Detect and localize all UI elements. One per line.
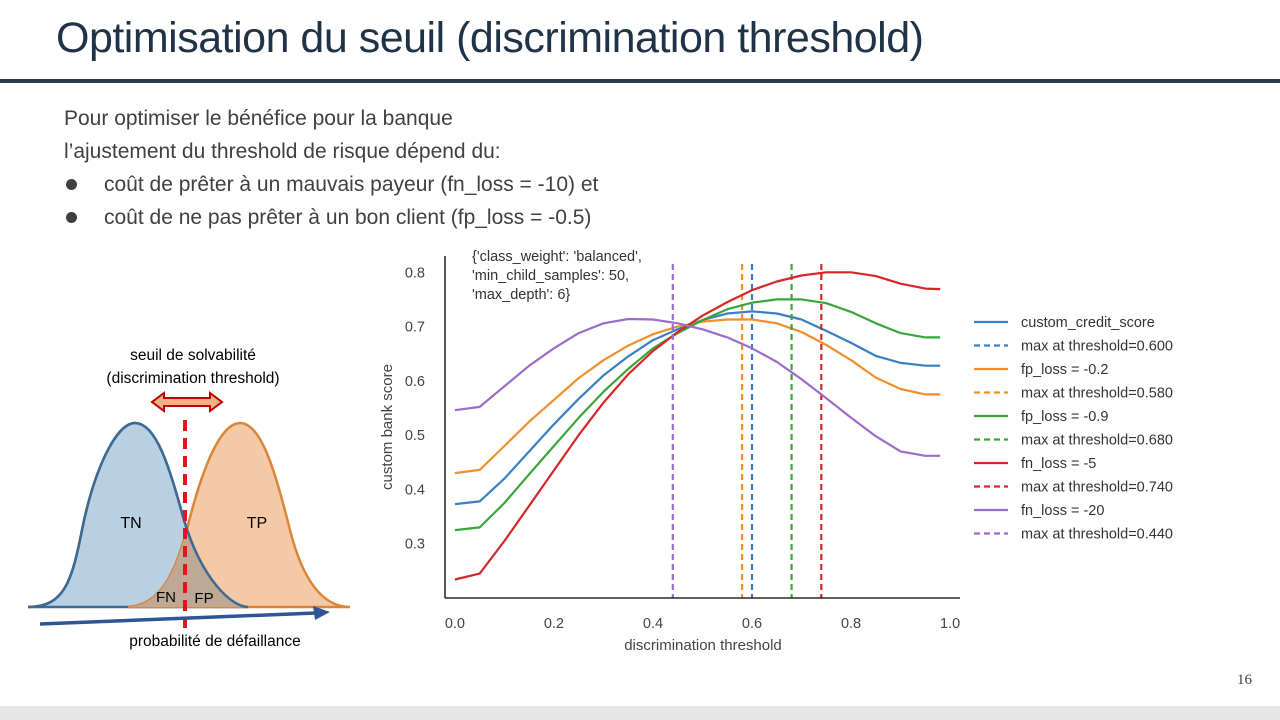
x-axis-label: discrimination threshold xyxy=(624,637,782,654)
slide-title: Optimisation du seuil (discrimination th… xyxy=(56,14,924,62)
bullet-text: coût de prêter à un mauvais payeur (fn_l… xyxy=(104,173,599,196)
intro-line-2: l’ajustement du threshold de risque dépe… xyxy=(64,140,501,163)
x-axis-ticks: 0.0 0.2 0.4 0.6 0.8 1.0 xyxy=(445,616,960,632)
legend-threshold-label-3: max at threshold=0.740 xyxy=(1021,480,1173,496)
series-line-4 xyxy=(454,317,941,457)
y-axis-label: custom bank score xyxy=(379,364,396,490)
legend-threshold-label-0: max at threshold=0.600 xyxy=(1021,339,1173,355)
legend-threshold-label-2: max at threshold=0.680 xyxy=(1021,433,1173,449)
bullet-text: coût de ne pas prêter à un bon client (f… xyxy=(104,206,592,229)
bullet-item-fn-loss: coût de prêter à un mauvais payeur (fn_l… xyxy=(66,168,598,201)
legend-label-0: custom_credit_score xyxy=(1021,315,1155,331)
page-number: 16 xyxy=(1237,672,1252,688)
legend-threshold-label-4: max at threshold=0.440 xyxy=(1021,527,1173,543)
axis-arrowhead-icon xyxy=(313,606,330,620)
threshold-score-chart: 0.0 0.2 0.4 0.6 0.8 1.0 0.3 0.4 0.5 0.6 0.7 0.8 di… xyxy=(379,249,1173,654)
intro-text: Pour optimiser le bénéfice pour la banqu… xyxy=(64,102,501,168)
x-tick-label: 0.0 xyxy=(445,616,465,632)
threshold-label-line-2: (discrimination threshold) xyxy=(106,370,279,387)
tp-label: TP xyxy=(247,515,267,532)
annotation-line-1: {'class_weight': 'balanced', xyxy=(472,249,642,265)
bullet-list: coût de prêter à un mauvais payeur (fn_l… xyxy=(66,168,598,234)
threshold-move-arrow-icon xyxy=(150,391,224,413)
y-tick-label: 0.4 xyxy=(405,482,425,498)
legend-label-3: fn_loss = -5 xyxy=(1021,456,1096,472)
probability-axis-label: probabilité de défaillance xyxy=(129,633,300,650)
legend-label-1: fp_loss = -0.2 xyxy=(1021,362,1108,378)
bullet-item-fp-loss: coût de ne pas prêter à un bon client (f… xyxy=(66,201,598,234)
annotation-line-3: 'max_depth': 6} xyxy=(472,287,570,303)
y-tick-label: 0.6 xyxy=(405,374,425,390)
plot-lines xyxy=(454,264,941,598)
y-tick-label: 0.3 xyxy=(405,537,425,553)
fn-label: FN xyxy=(156,589,176,606)
y-tick-label: 0.7 xyxy=(405,320,425,336)
x-tick-label: 0.4 xyxy=(643,616,663,632)
annotation-line-2: 'min_child_samples': 50, xyxy=(472,268,629,284)
x-tick-label: 0.6 xyxy=(742,616,762,632)
legend-label-2: fp_loss = -0.9 xyxy=(1021,409,1108,425)
threshold-diagram: seuil de solvabilité (discrimination thr… xyxy=(27,347,351,650)
y-tick-label: 0.5 xyxy=(405,428,425,444)
fp-label: FP xyxy=(194,590,213,607)
x-tick-label: 0.8 xyxy=(841,616,861,632)
title-underline xyxy=(0,79,1280,83)
y-tick-label: 0.8 xyxy=(405,265,425,281)
legend-label-4: fn_loss = -20 xyxy=(1021,503,1104,519)
footer-bar xyxy=(0,706,1280,720)
intro-line-1: Pour optimiser le bénéfice pour la banqu… xyxy=(64,107,453,130)
y-axis-ticks: 0.3 0.4 0.5 0.6 0.7 0.8 xyxy=(405,265,425,552)
series-line-1 xyxy=(454,318,941,475)
probability-axis xyxy=(39,611,317,626)
bullet-dot-icon xyxy=(66,179,77,190)
bullet-dot-icon xyxy=(66,212,77,223)
tn-label: TN xyxy=(120,515,141,532)
threshold-label-line-1: seuil de solvabilité xyxy=(130,347,256,364)
negative-outline xyxy=(27,421,249,609)
x-tick-label: 0.2 xyxy=(544,616,564,632)
legend-threshold-label-1: max at threshold=0.580 xyxy=(1021,386,1173,402)
series-line-3 xyxy=(454,271,941,581)
x-tick-label: 1.0 xyxy=(940,616,960,632)
series-line-2 xyxy=(454,298,941,532)
